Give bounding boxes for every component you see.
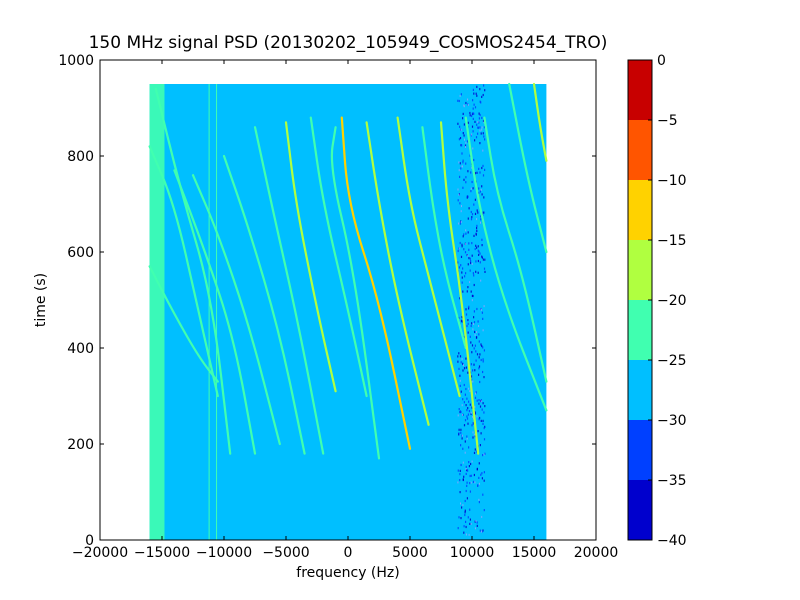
colorbar-tick-label: −5 xyxy=(657,113,678,129)
x-tick-label: 15000 xyxy=(512,545,557,561)
heatmap-trace xyxy=(148,265,219,383)
x-tick-label: −10000 xyxy=(196,545,252,561)
heatmap-band xyxy=(149,84,165,540)
colorbar-tick-label: 0 xyxy=(657,53,666,69)
heatmap-trace xyxy=(464,116,548,412)
heatmap-trace xyxy=(154,87,232,455)
heatmap-layer xyxy=(148,82,548,540)
colorbar-tick-label: −20 xyxy=(657,293,687,309)
y-axis-title: time (s) xyxy=(33,273,49,327)
heatmap-trace xyxy=(340,116,412,450)
colorbar-tick-label: −30 xyxy=(657,413,687,429)
colorbar-tick-label: −10 xyxy=(657,173,687,189)
heatmap-trace xyxy=(222,154,306,455)
heatmap-trace xyxy=(253,126,325,455)
x-tick-label: 0 xyxy=(344,545,353,561)
x-tick-label: 5000 xyxy=(392,545,428,561)
colorbar-segment xyxy=(628,60,652,120)
heatmap-trace xyxy=(330,126,381,460)
heatmap-trace xyxy=(365,121,430,426)
x-tick-label: 20000 xyxy=(574,545,619,561)
heatmap-trace xyxy=(191,174,281,446)
colorbar-segment xyxy=(628,300,652,360)
colorbar: 0 −5 −10 −15 −20 −25 −30 −35 −40 xyxy=(627,53,687,549)
heatmap-trace xyxy=(284,121,337,393)
colorbar-tick-label: −40 xyxy=(657,533,687,549)
x-tick-label: 10000 xyxy=(450,545,495,561)
colorbar-segment xyxy=(628,480,652,540)
y-tick-label: 1000 xyxy=(58,53,94,69)
y-tick-label: 600 xyxy=(67,245,94,261)
colorbar-segment xyxy=(628,120,652,180)
heatmap-trace xyxy=(439,121,480,455)
colorbar-tick-label: −35 xyxy=(657,473,687,489)
colorbar-tick-label: −25 xyxy=(657,353,687,369)
chart-title: 150 MHz signal PSD (20130202_105949_COSM… xyxy=(89,33,608,53)
y-tick-label: 200 xyxy=(67,437,94,453)
y-axis: 0 200 400 600 800 1000 xyxy=(58,53,596,549)
colorbar-segment xyxy=(628,180,652,240)
colorbar-segment xyxy=(628,360,652,420)
y-tick-label: 400 xyxy=(67,341,94,357)
heatmap-trace xyxy=(483,116,548,383)
colorbar-segment xyxy=(628,240,652,300)
colorbar-tick-label: −15 xyxy=(657,233,687,249)
x-tick-label: −20000 xyxy=(72,545,128,561)
x-axis: −20000 −15000 −10000 −5000 0 5000 10000 15000 20… xyxy=(72,60,618,561)
x-tick-label: −5000 xyxy=(262,545,309,561)
heatmap-trace xyxy=(532,82,548,162)
heatmap-trace xyxy=(421,126,467,350)
y-tick-label: 800 xyxy=(67,149,94,165)
colorbar-segment xyxy=(628,420,652,480)
heatmap-trace xyxy=(396,116,461,398)
heatmap-trace xyxy=(508,82,548,254)
x-tick-label: −15000 xyxy=(134,545,190,561)
x-axis-title: frequency (Hz) xyxy=(296,565,399,581)
y-tick-label: 0 xyxy=(85,533,94,549)
heatmap-trace xyxy=(148,145,219,398)
heatmap-trace xyxy=(309,116,368,398)
heatmap-trace xyxy=(173,169,257,455)
